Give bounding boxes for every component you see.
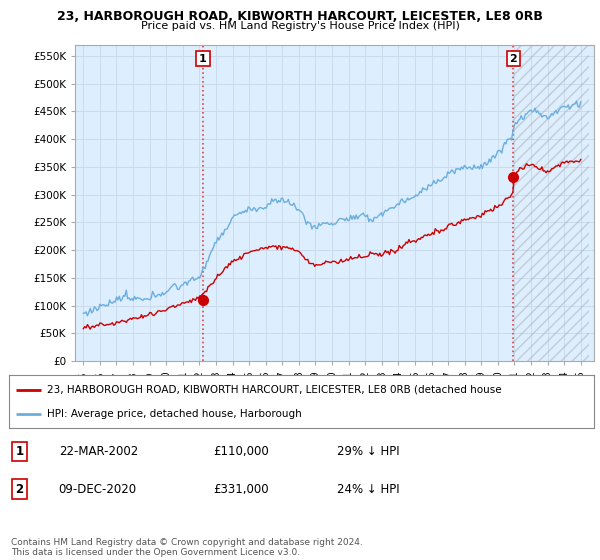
Text: HPI: Average price, detached house, Harborough: HPI: Average price, detached house, Harb…: [47, 409, 302, 419]
Text: £331,000: £331,000: [214, 483, 269, 496]
Text: 2: 2: [509, 54, 517, 64]
Text: 23, HARBOROUGH ROAD, KIBWORTH HARCOURT, LEICESTER, LE8 0RB: 23, HARBOROUGH ROAD, KIBWORTH HARCOURT, …: [57, 10, 543, 23]
Text: 23, HARBOROUGH ROAD, KIBWORTH HARCOURT, LEICESTER, LE8 0RB (detached house: 23, HARBOROUGH ROAD, KIBWORTH HARCOURT, …: [47, 385, 502, 395]
Text: 22-MAR-2002: 22-MAR-2002: [59, 445, 138, 458]
Text: £110,000: £110,000: [214, 445, 269, 458]
Bar: [513, 45, 589, 361]
Text: 29% ↓ HPI: 29% ↓ HPI: [337, 445, 399, 458]
Text: Price paid vs. HM Land Registry's House Price Index (HPI): Price paid vs. HM Land Registry's House …: [140, 21, 460, 31]
Text: 2: 2: [16, 483, 23, 496]
Text: 1: 1: [199, 54, 207, 64]
Text: 1: 1: [16, 445, 23, 458]
Text: Contains HM Land Registry data © Crown copyright and database right 2024.
This d: Contains HM Land Registry data © Crown c…: [11, 538, 362, 557]
Text: 24% ↓ HPI: 24% ↓ HPI: [337, 483, 399, 496]
Text: 09-DEC-2020: 09-DEC-2020: [59, 483, 137, 496]
